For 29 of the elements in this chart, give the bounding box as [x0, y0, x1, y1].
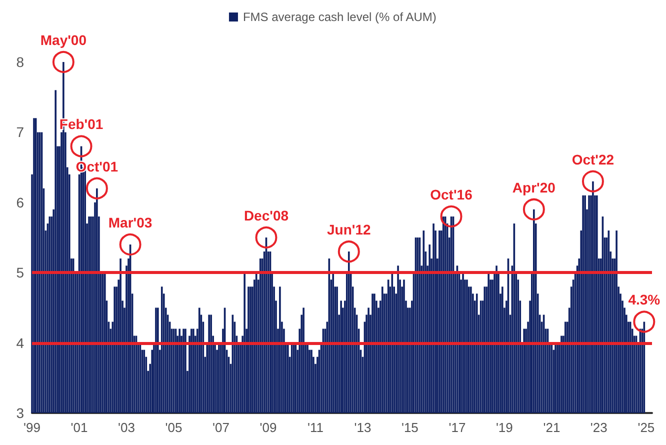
annotation: Oct'16 [430, 186, 473, 202]
x-tick-label: '17 [448, 420, 466, 435]
y-tick-label: 6 [16, 194, 24, 210]
x-tick-label: '15 [401, 420, 418, 435]
y-tick-label: 5 [16, 264, 24, 281]
annotation: Jun'12 [326, 222, 371, 238]
annotation: 4.3% [628, 292, 661, 308]
y-tick-label: 7 [16, 124, 24, 140]
x-tick-label: '09 [260, 420, 277, 435]
x-tick-label: '23 [590, 420, 608, 435]
y-tick-label: 3 [16, 405, 24, 421]
x-tick-label: '19 [496, 420, 513, 435]
x-tick-label: '13 [354, 420, 372, 435]
x-tick-label: '07 [212, 420, 230, 435]
annotation: Mar'03 [108, 214, 152, 231]
x-tick-label: '11 [307, 420, 324, 435]
x-tick-label: '99 [24, 420, 40, 435]
x-tick-label: '25 [638, 420, 655, 435]
annotation: May'00 [40, 32, 87, 48]
legend-label: FMS average cash level (% of AUM) [242, 10, 436, 24]
x-tick-label: '05 [165, 420, 182, 435]
y-tick-label: 4 [16, 334, 24, 351]
x-tick-label: '03 [118, 420, 135, 435]
x-tick-label: '01 [70, 420, 88, 435]
annotation: Apr'20 [512, 179, 556, 196]
y-tick-label: 8 [16, 54, 24, 70]
annotation: Dec'08 [244, 208, 289, 224]
annotation: Oct'22 [572, 151, 614, 168]
x-tick-label: '21 [543, 420, 560, 435]
